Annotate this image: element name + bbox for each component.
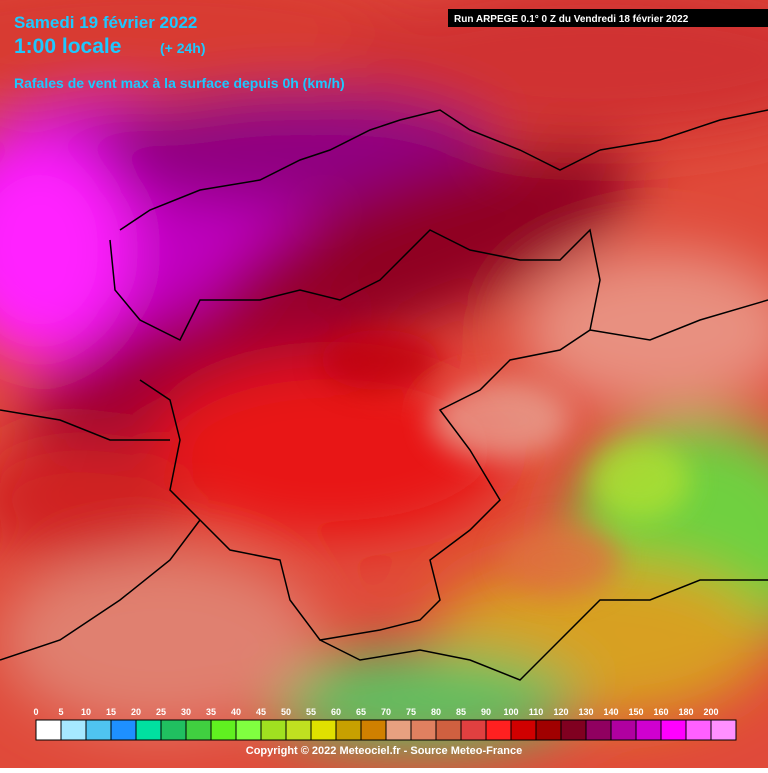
subtitle: Rafales de vent max à la surface depuis …	[14, 75, 345, 91]
legend-label: 90	[481, 707, 491, 717]
legend-label: 30	[181, 707, 191, 717]
legend-label: 0	[33, 707, 38, 717]
legend-swatch	[110, 719, 137, 741]
legend-swatch	[235, 719, 262, 741]
legend-label: 200	[703, 707, 718, 717]
legend-label: 15	[106, 707, 116, 717]
legend-label: 50	[281, 707, 291, 717]
legend-swatch	[85, 719, 112, 741]
legend-label: 160	[653, 707, 668, 717]
legend: 0 5 10 15 20 25 30 35 40 45 50 55 60 65 70 75 80 85 90 100 1…	[33, 707, 737, 741]
legend-label: 35	[206, 707, 216, 717]
legend-swatch	[285, 719, 312, 741]
legend-swatch	[35, 719, 62, 741]
legend-label: 150	[628, 707, 643, 717]
legend-label: 20	[131, 707, 141, 717]
legend-swatch	[335, 719, 362, 741]
legend-swatch	[410, 719, 437, 741]
legend-label: 120	[553, 707, 568, 717]
legend-swatch	[560, 719, 587, 741]
date: Samedi 19 février 2022	[14, 13, 197, 32]
legend-swatch	[510, 719, 537, 741]
legend-label: 85	[456, 707, 466, 717]
legend-label: 65	[356, 707, 366, 717]
legend-swatch	[60, 719, 87, 741]
time: 1:00 locale	[14, 35, 121, 58]
legend-label: 180	[678, 707, 693, 717]
legend-label: 25	[156, 707, 166, 717]
legend-label: 110	[529, 707, 544, 717]
run-info: Run ARPEGE 0.1° 0 Z du Vendredi 18 févri…	[454, 14, 689, 25]
borders	[0, 109, 768, 681]
legend-label: 140	[603, 707, 618, 717]
legend-swatch	[685, 719, 712, 741]
legend-swatch	[535, 719, 562, 741]
legend-swatch	[660, 719, 687, 741]
legend-swatch	[710, 719, 737, 741]
run-box	[448, 9, 768, 27]
legend-swatch	[610, 719, 637, 741]
offset: (+ 24h)	[160, 40, 206, 56]
legend-label: 10	[81, 707, 91, 717]
legend-label: 55	[306, 707, 316, 717]
legend-swatch	[635, 719, 662, 741]
legend-label: 75	[406, 707, 416, 717]
legend-swatch	[435, 719, 462, 741]
legend-swatch	[485, 719, 512, 741]
copyright: Copyright © 2022 Meteociel.fr - Source M…	[246, 745, 522, 757]
legend-label: 40	[231, 707, 241, 717]
legend-label: 60	[331, 707, 341, 717]
legend-label: 5	[58, 707, 63, 717]
legend-swatch	[360, 719, 387, 741]
legend-swatch	[210, 719, 237, 741]
legend-swatch	[385, 719, 412, 741]
legend-label: 100	[503, 707, 518, 717]
legend-swatch	[310, 719, 337, 741]
legend-label: 130	[578, 707, 593, 717]
legend-swatch	[135, 719, 162, 741]
legend-swatch	[585, 719, 612, 741]
legend-swatch	[185, 719, 212, 741]
legend-label: 70	[381, 707, 391, 717]
legend-swatch	[160, 719, 187, 741]
legend-swatch	[460, 719, 487, 741]
legend-label: 45	[256, 707, 266, 717]
legend-swatch	[260, 719, 287, 741]
legend-label: 80	[431, 707, 441, 717]
